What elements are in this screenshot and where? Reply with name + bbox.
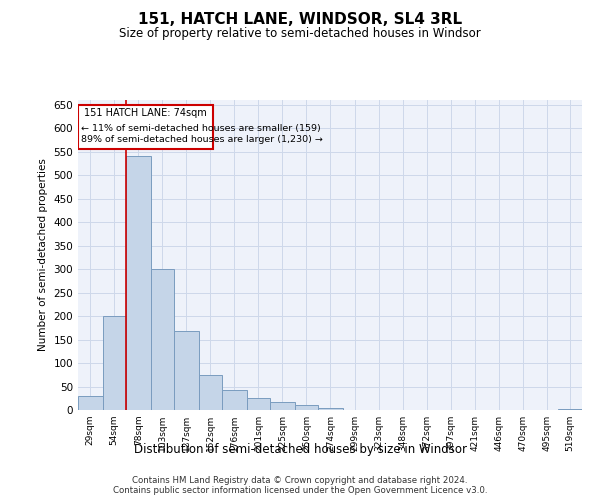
Bar bbox=[174, 331, 199, 410]
Text: Size of property relative to semi-detached houses in Windsor: Size of property relative to semi-detach… bbox=[119, 28, 481, 40]
Bar bbox=[295, 405, 318, 410]
Bar bbox=[78, 396, 103, 410]
Bar bbox=[199, 375, 222, 410]
Text: 151 HATCH LANE: 74sqm: 151 HATCH LANE: 74sqm bbox=[84, 108, 207, 118]
Text: 151, HATCH LANE, WINDSOR, SL4 3RL: 151, HATCH LANE, WINDSOR, SL4 3RL bbox=[138, 12, 462, 28]
Bar bbox=[247, 398, 270, 410]
Bar bbox=[126, 156, 151, 410]
FancyBboxPatch shape bbox=[78, 104, 214, 150]
Text: 89% of semi-detached houses are larger (1,230) →: 89% of semi-detached houses are larger (… bbox=[81, 135, 323, 144]
Bar bbox=[318, 408, 343, 410]
Text: Contains HM Land Registry data © Crown copyright and database right 2024.
Contai: Contains HM Land Registry data © Crown c… bbox=[113, 476, 487, 495]
Text: ← 11% of semi-detached houses are smaller (159): ← 11% of semi-detached houses are smalle… bbox=[81, 124, 320, 134]
Bar bbox=[270, 402, 295, 410]
Text: Distribution of semi-detached houses by size in Windsor: Distribution of semi-detached houses by … bbox=[133, 442, 467, 456]
Bar bbox=[222, 390, 247, 410]
Y-axis label: Number of semi-detached properties: Number of semi-detached properties bbox=[38, 158, 48, 352]
Bar bbox=[103, 316, 126, 410]
Bar bbox=[151, 269, 174, 410]
Bar bbox=[559, 408, 582, 410]
